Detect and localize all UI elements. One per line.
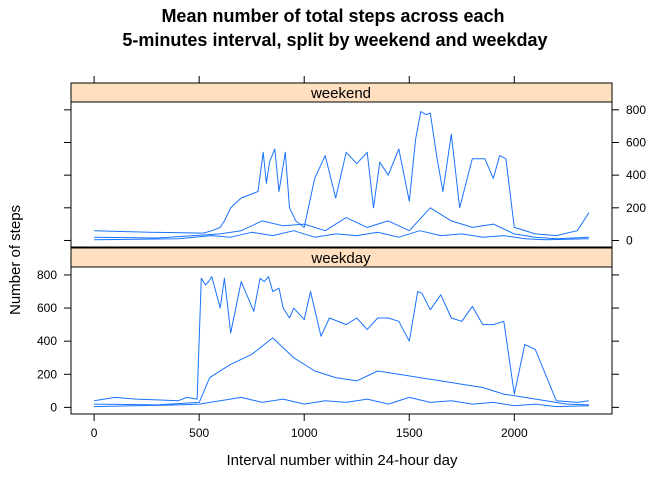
x-tick-label-1500: 1500 <box>396 426 423 440</box>
weekday-y-tick-label-200: 200 <box>37 367 57 381</box>
x-tick-label-1000: 1000 <box>291 426 318 440</box>
weekend-y-tick-label-400: 400 <box>626 168 646 182</box>
x-tick-label-2000: 2000 <box>501 426 528 440</box>
weekend-series-line-2 <box>94 207 589 240</box>
weekday-y-tick-label-0: 0 <box>50 400 57 414</box>
chart-title-line-2: 5-minutes interval, split by weekend and… <box>122 30 547 50</box>
weekend-y-tick-label-200: 200 <box>626 201 646 215</box>
weekend-strip <box>70 82 613 103</box>
chart-title-line-1: Mean number of total steps across each <box>161 6 504 26</box>
weekend-y-tick-label-0: 0 <box>626 233 633 247</box>
weekend-panel-frame <box>70 82 613 248</box>
x-tick-label-500: 500 <box>189 426 209 440</box>
weekend-y-tick-label-600: 600 <box>626 135 646 149</box>
x-tick-label-0: 0 <box>91 426 98 440</box>
weekday-y-tick-label-800: 800 <box>37 268 57 282</box>
weekday-series-line-3 <box>94 396 589 408</box>
axes-group: 0 500 1000 1500 2000 0 0 200 200 400 400 600 600 800 8… <box>37 76 646 440</box>
weekday-y-tick-label-400: 400 <box>37 334 57 348</box>
y-axis-title: Number of steps <box>7 205 24 315</box>
weekend-series-line-1 <box>94 111 590 237</box>
weekday-panel-frame <box>70 247 613 415</box>
weekday-strip-label: weekday <box>310 250 371 267</box>
weekday-series-line-1 <box>94 276 589 403</box>
weekend-series-group <box>94 111 590 241</box>
weekday-y-tick-label-600: 600 <box>37 301 57 315</box>
weekend-strip-label: weekend <box>310 85 371 102</box>
weekday-series-line-2 <box>94 337 589 406</box>
weekend-y-tick-label-800: 800 <box>626 103 646 117</box>
weekend-series-line-3 <box>94 230 589 241</box>
weekday-series-group <box>94 276 589 408</box>
x-axis-title: Interval number within 24-hour day <box>227 452 458 469</box>
weekday-strip <box>70 247 613 268</box>
